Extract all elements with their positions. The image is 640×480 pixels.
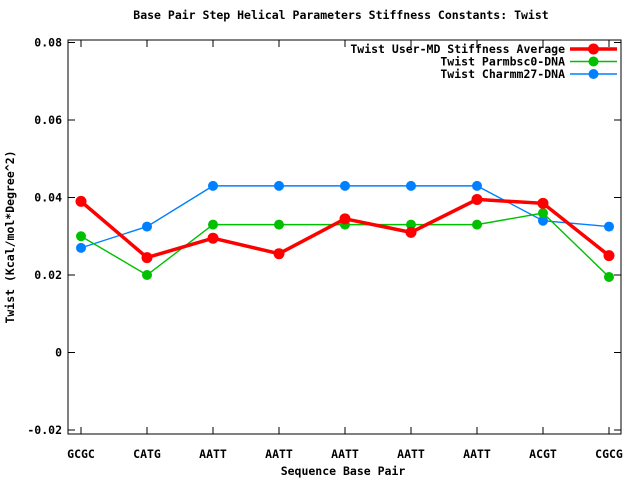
data-point-1-1 [142, 270, 152, 280]
x-tick-label: AATT [199, 447, 227, 461]
x-tick-label: CGCG [595, 447, 623, 461]
legend-label-1: Twist Parmbsc0-DNA [440, 55, 565, 69]
data-point-0-4 [339, 213, 351, 225]
legend-marker-1 [588, 56, 599, 67]
data-point-1-6 [472, 219, 482, 230]
chart-title: Base Pair Step Helical Parameters Stiffn… [133, 8, 548, 22]
y-tick-label: -0.02 [27, 423, 62, 437]
legend-label-2: Twist Charmm27-DNA [440, 67, 565, 81]
x-tick-label: GCGC [67, 447, 95, 461]
x-tick-label: AATT [331, 447, 359, 461]
data-point-1-5 [406, 219, 416, 230]
data-point-2-1 [142, 221, 152, 232]
x-axis-title: Sequence Base Pair [281, 464, 406, 478]
data-point-2-5 [406, 180, 416, 191]
series-layer [75, 180, 615, 282]
x-tick-label: ACGT [529, 447, 557, 461]
data-point-2-7 [538, 215, 548, 226]
y-tick-label: 0.04 [34, 191, 62, 205]
data-point-2-6 [472, 180, 482, 191]
data-point-0-6 [471, 193, 483, 205]
x-tick-label: AATT [397, 447, 425, 461]
data-point-1-7 [538, 208, 548, 218]
data-point-2-3 [274, 180, 284, 191]
data-point-1-3 [274, 219, 284, 230]
x-tick-label: AATT [463, 447, 491, 461]
data-point-0-0 [75, 195, 87, 207]
data-point-0-5 [405, 226, 417, 238]
data-point-1-0 [76, 231, 86, 242]
y-tick-label: 0.06 [34, 113, 62, 127]
axis-ticks-layer: -0.02 0 0.02 0.04 0.06 0.08 GCGC CATG AATT AATT AA… [27, 36, 623, 462]
legend-marker-0 [588, 43, 599, 55]
plot-border [67, 39, 622, 435]
data-point-2-4 [340, 180, 350, 191]
legend-marker-2 [588, 69, 599, 79]
y-tick-label: 0.02 [34, 268, 62, 282]
data-point-0-7 [537, 197, 549, 209]
data-point-1-8 [604, 271, 614, 282]
y-axis-title: Twist (Kcal/mol*Degree^2) [3, 150, 17, 323]
data-point-2-8 [604, 221, 614, 232]
data-point-0-8 [603, 250, 615, 262]
data-point-0-1 [141, 252, 153, 264]
data-point-2-2 [208, 180, 218, 191]
data-point-0-3 [273, 248, 285, 260]
data-point-1-2 [208, 219, 218, 230]
y-tick-label: 0 [55, 346, 62, 360]
data-point-0-2 [207, 232, 219, 244]
data-point-2-0 [76, 242, 86, 253]
legend-label-0: Twist User-MD Stiffness Average [350, 42, 565, 56]
x-tick-label: AATT [265, 447, 293, 461]
x-tick-label: CATG [133, 447, 161, 461]
y-tick-label: 0.08 [34, 36, 62, 50]
